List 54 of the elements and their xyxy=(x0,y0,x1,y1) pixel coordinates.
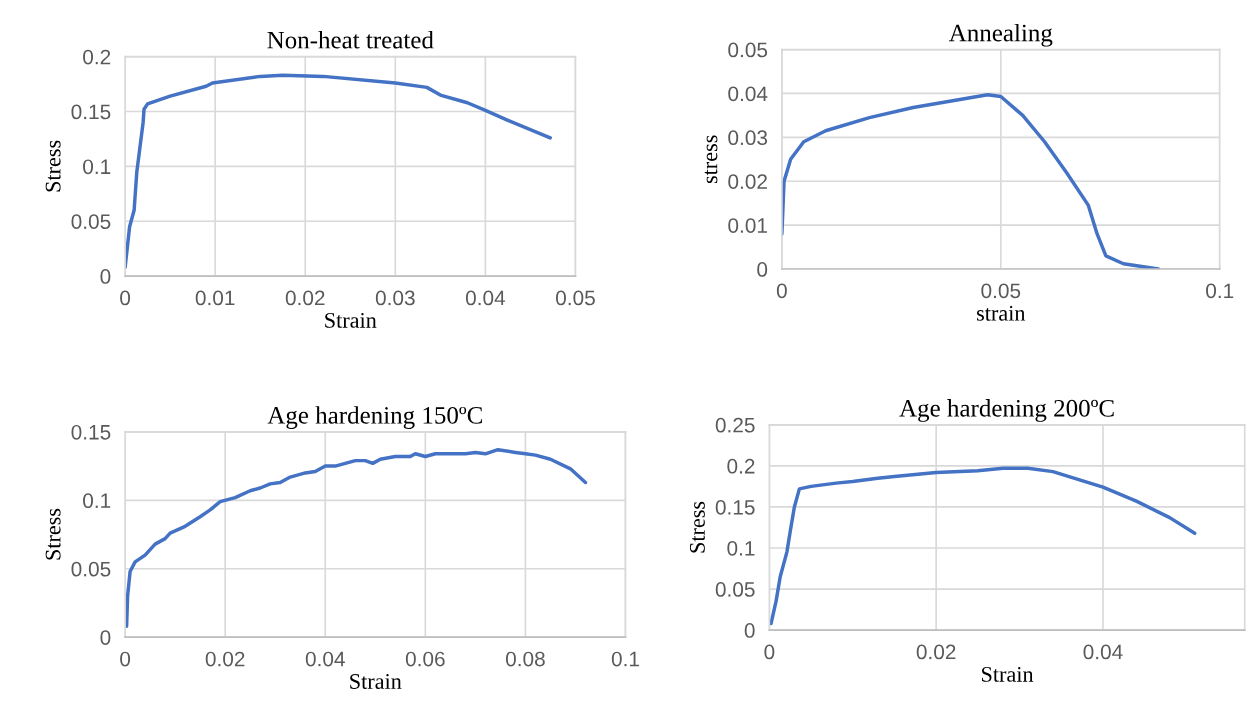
y-tick-label: 0.02 xyxy=(728,174,767,189)
x-tick-label: 0.08 xyxy=(505,651,545,667)
x-tick-label: 0.04 xyxy=(305,651,345,667)
y-tick-label: 0.1 xyxy=(83,159,111,175)
y-tick-label: 0.05 xyxy=(71,214,111,229)
y-tick-label: 0 xyxy=(100,269,111,284)
x-tick-label: 0.02 xyxy=(205,651,245,667)
chart-title: Annealing xyxy=(948,23,1053,47)
x-tick-label: 0 xyxy=(120,651,131,667)
y-axis-title: Stress xyxy=(45,508,61,560)
x-tick-label: 0.01 xyxy=(195,290,235,306)
line-series xyxy=(781,93,1161,270)
x-tick-label: 0.03 xyxy=(375,290,415,306)
line-series xyxy=(125,73,552,270)
y-tick-label: 0.15 xyxy=(71,104,111,120)
y-axis-title: Stress xyxy=(45,140,61,192)
x-axis-title: Strain xyxy=(325,312,377,328)
x-tick-label: 0.06 xyxy=(405,651,445,667)
y-tick-label: 0.15 xyxy=(715,499,755,515)
y-axis-title: Stress xyxy=(689,501,705,553)
y-tick-label: 0.1 xyxy=(83,493,111,509)
y-tick-label: 0.01 xyxy=(728,218,767,233)
x-axis-title: strain xyxy=(977,305,1026,321)
y-tick-label: 0.25 xyxy=(715,417,755,433)
y-tick-label: 0.1 xyxy=(727,540,755,556)
x-tick-label: 0.04 xyxy=(1083,644,1123,660)
y-tick-label: 0.03 xyxy=(728,130,768,146)
y-tick-label: 0 xyxy=(757,262,768,277)
x-tick-label: 0 xyxy=(776,283,787,299)
y-tick-label: 0.2 xyxy=(83,49,111,65)
line-series xyxy=(125,447,588,628)
y-tick-label: 0.05 xyxy=(728,42,768,58)
y-tick-label: 0.05 xyxy=(71,561,111,577)
x-tick-label: 0 xyxy=(120,290,131,306)
chart-title: Non-heat treated xyxy=(267,30,434,49)
y-tick-label: 0.05 xyxy=(715,582,755,597)
x-tick-label: 0.02 xyxy=(285,290,325,306)
x-tick-label: 0.05 xyxy=(556,290,595,306)
y-tick-label: 0 xyxy=(100,630,111,645)
x-tick-label: 0.05 xyxy=(981,283,1021,299)
y-tick-label: 0.15 xyxy=(71,424,111,440)
x-axis-title: Strain xyxy=(350,673,402,689)
y-tick-label: 0 xyxy=(744,623,755,638)
x-axis-title: Strain xyxy=(982,666,1034,682)
y-tick-label: 0.2 xyxy=(727,458,755,474)
line-series xyxy=(769,466,1197,626)
x-tick-label: 0.1 xyxy=(1206,283,1234,299)
chart-title: Age hardening 150ºC xyxy=(267,406,482,429)
x-tick-label: 0.1 xyxy=(611,651,639,667)
chart-title: Age hardening 200ºC xyxy=(899,399,1114,422)
y-axis-title: stress xyxy=(704,135,718,184)
x-tick-label: 0.04 xyxy=(465,290,506,306)
y-tick-label: 0.04 xyxy=(728,86,768,102)
x-tick-label: 0.02 xyxy=(916,644,956,660)
